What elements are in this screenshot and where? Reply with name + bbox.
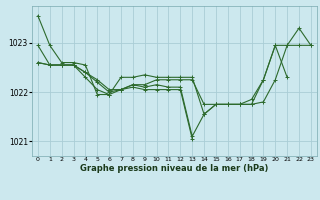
X-axis label: Graphe pression niveau de la mer (hPa): Graphe pression niveau de la mer (hPa)	[80, 164, 268, 173]
